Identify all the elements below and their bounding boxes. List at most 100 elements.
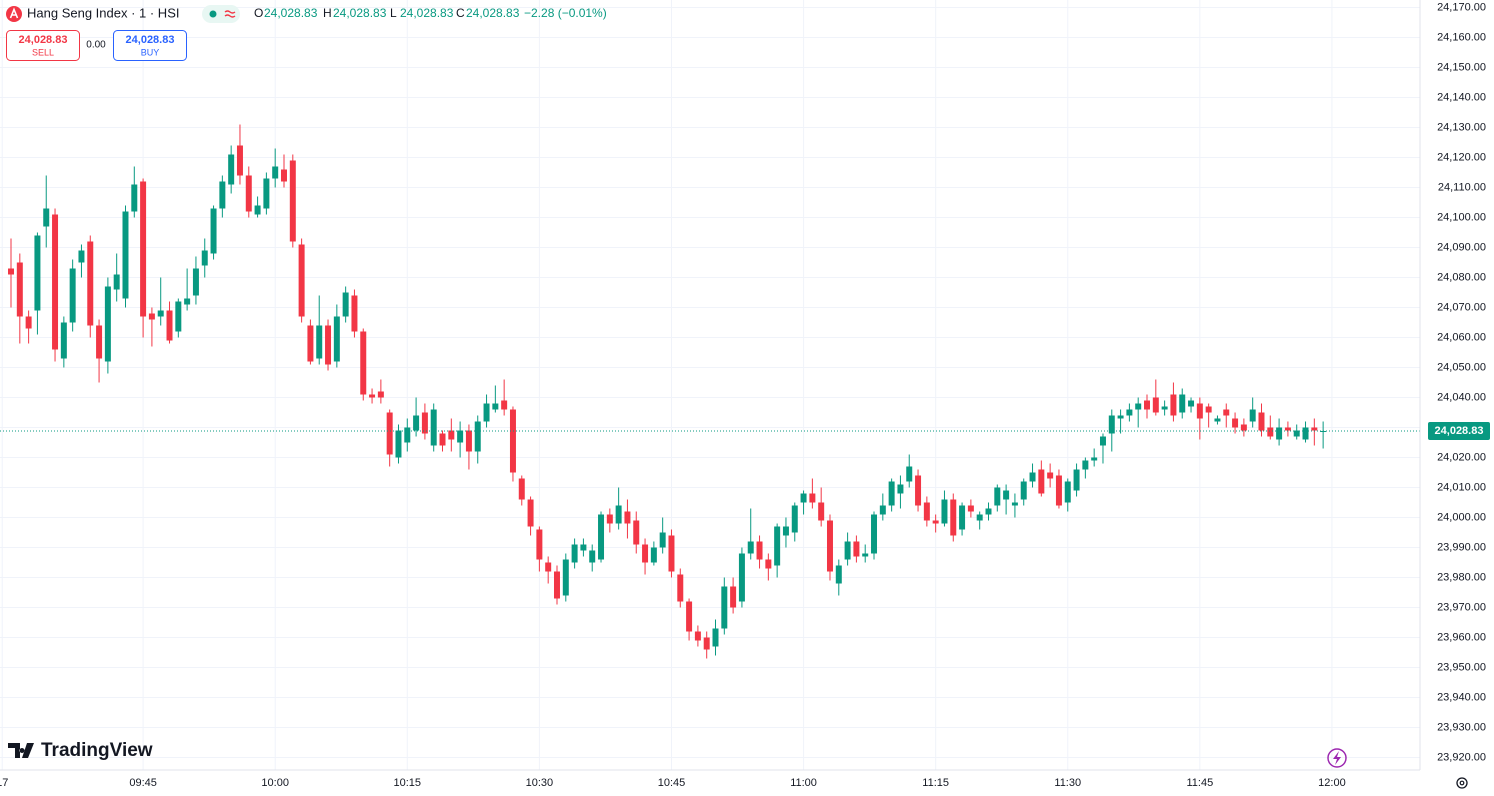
candle-body xyxy=(1126,409,1133,416)
y-tick-label: 24,040.00 xyxy=(1437,391,1486,403)
candle-body xyxy=(474,421,481,452)
y-tick-label: 24,150.00 xyxy=(1437,61,1486,73)
candle-body xyxy=(1161,406,1168,410)
candle-body xyxy=(906,466,913,482)
status-pill[interactable] xyxy=(202,5,240,23)
candle-body xyxy=(959,505,966,530)
candle-body xyxy=(166,310,173,341)
candle-body xyxy=(1240,424,1247,431)
candle-body xyxy=(201,250,208,266)
lightning-glyph xyxy=(1333,751,1341,765)
legend-letter: L xyxy=(390,6,397,20)
sell-button[interactable] xyxy=(6,30,80,61)
candle-body xyxy=(1117,415,1124,419)
candle-body xyxy=(342,292,349,317)
candle-body xyxy=(96,325,103,359)
candle-body xyxy=(809,493,816,503)
y-tick-label: 24,070.00 xyxy=(1437,301,1486,313)
candle-body xyxy=(826,520,833,572)
candle-body xyxy=(34,235,41,311)
settings-icon-center xyxy=(1459,780,1465,786)
legend-letter: O xyxy=(254,6,263,20)
candle-body xyxy=(448,430,455,440)
candle-body xyxy=(1302,427,1309,440)
settings-icon[interactable] xyxy=(1456,777,1468,789)
candle-body xyxy=(756,541,763,560)
candle-body xyxy=(1144,400,1151,410)
candle-body xyxy=(1020,481,1027,500)
candle-body xyxy=(509,409,516,473)
candle-body xyxy=(1003,490,1010,500)
candle-body xyxy=(104,286,111,362)
buy-price: 24,028.83 xyxy=(126,34,175,46)
x-tick-label: 09:45 xyxy=(129,777,157,789)
grid xyxy=(0,0,1420,770)
candle-body xyxy=(589,550,596,563)
candle-body xyxy=(298,244,305,317)
candle-body xyxy=(1311,427,1318,431)
candle-body xyxy=(131,184,138,212)
candle-body xyxy=(791,505,798,533)
x-tick-label: 12:00 xyxy=(1318,777,1346,789)
candle-body xyxy=(712,628,719,647)
candle-body xyxy=(553,571,560,599)
candle-body xyxy=(932,520,939,524)
legend-value: 24,028.83 xyxy=(333,6,387,20)
delayed-icon xyxy=(224,10,236,18)
candle-body xyxy=(1249,409,1256,422)
logo-icon xyxy=(8,743,34,758)
candle-body xyxy=(1091,457,1098,461)
candle-body xyxy=(184,298,191,305)
y-tick-label: 23,990.00 xyxy=(1437,541,1486,553)
candle-body xyxy=(1108,415,1115,434)
y-tick-label: 24,120.00 xyxy=(1437,151,1486,163)
candle-body xyxy=(747,541,754,554)
x-tick-label: 10:45 xyxy=(658,777,686,789)
candle-body xyxy=(307,325,314,362)
candle-body xyxy=(985,508,992,515)
y-tick-label: 24,170.00 xyxy=(1437,1,1486,13)
candle-body xyxy=(1055,475,1062,506)
last-price-label: 24,028.83 xyxy=(1435,425,1484,437)
candle-body xyxy=(871,514,878,554)
candle-body xyxy=(1293,430,1300,437)
candle-body xyxy=(413,415,420,431)
buy-button[interactable] xyxy=(113,30,187,61)
candle-body xyxy=(976,514,983,521)
candle-body xyxy=(175,301,182,332)
candle-body xyxy=(140,181,147,317)
candle-body xyxy=(333,316,340,362)
candle-body xyxy=(8,268,15,275)
y-tick-label: 23,960.00 xyxy=(1437,631,1486,643)
candle-body xyxy=(835,565,842,584)
candle-body xyxy=(941,499,948,524)
candle-body xyxy=(52,214,59,350)
market-open-dot xyxy=(209,10,217,18)
candle-body xyxy=(325,325,332,365)
candle-body xyxy=(1214,418,1221,422)
candle-body xyxy=(527,499,534,527)
x-tick-label: 10:00 xyxy=(261,777,289,789)
candle-body xyxy=(421,412,428,434)
candle-body xyxy=(1152,397,1159,413)
candle-body xyxy=(703,637,710,650)
candle-body xyxy=(694,631,701,641)
candle-body xyxy=(492,403,499,410)
candle-body xyxy=(642,544,649,563)
candle-body xyxy=(386,412,393,455)
candle-body xyxy=(25,316,32,329)
candle-body xyxy=(1170,394,1177,416)
y-tick-label: 24,080.00 xyxy=(1437,271,1486,283)
candle-body xyxy=(1188,400,1195,407)
candle-body xyxy=(738,553,745,602)
legend-letter: C xyxy=(456,6,465,20)
candle-body xyxy=(192,268,199,296)
candle-body xyxy=(1196,403,1203,419)
y-tick-label: 23,980.00 xyxy=(1437,571,1486,583)
candle-body xyxy=(430,409,437,446)
y-tick-label: 23,950.00 xyxy=(1437,661,1486,673)
lightning-icon[interactable] xyxy=(1327,748,1347,768)
candle-body xyxy=(844,541,851,560)
candle-body xyxy=(263,178,270,209)
x-tick-label: 11:00 xyxy=(790,777,817,789)
